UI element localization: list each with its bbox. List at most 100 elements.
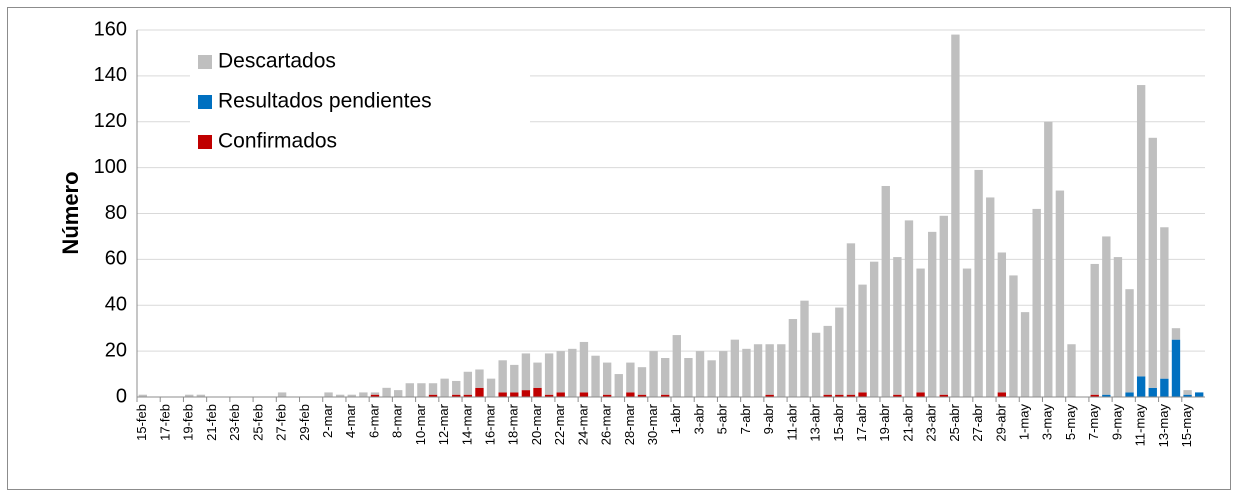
bar-segment — [835, 307, 844, 395]
bar-segment — [1009, 275, 1018, 397]
bar-segment — [196, 394, 206, 397]
bar-segment — [1020, 312, 1030, 397]
bar-segment — [765, 344, 774, 395]
x-tick-label: 4-mar — [343, 403, 358, 438]
bar-segment — [428, 394, 438, 397]
bar-segment — [579, 392, 589, 397]
bar-segment — [823, 325, 832, 395]
bar-segment — [753, 344, 763, 397]
y-tick-label: 20 — [105, 339, 127, 361]
x-tick-label: 1-abr — [668, 403, 683, 434]
bar-segment — [1136, 85, 1146, 377]
bar-segment — [568, 348, 577, 397]
bar-segment — [846, 243, 856, 395]
x-tick-label: 10-mar — [413, 403, 428, 445]
bar-segment — [939, 215, 948, 395]
x-tick-label: 23-feb — [227, 404, 242, 441]
bar-segment — [626, 362, 635, 393]
bar-segment — [370, 394, 380, 397]
bar-segment — [928, 231, 937, 397]
x-tick-label: 28-mar — [622, 403, 637, 445]
bar-segment — [858, 284, 867, 393]
x-tick-label: 15-abr — [831, 403, 846, 441]
bar-segment — [939, 394, 948, 397]
legend-label: Confirmados — [218, 130, 337, 153]
bar-segment — [1055, 190, 1065, 397]
bar-segment — [1067, 344, 1076, 397]
x-tick-label: 3-may — [1040, 404, 1055, 441]
bar-segment — [521, 353, 531, 391]
x-tick-label: 17-feb — [157, 404, 172, 441]
bar-segment — [1102, 394, 1111, 397]
bar-segment — [452, 394, 461, 397]
bar-segment — [788, 319, 798, 397]
bar-segment — [765, 394, 774, 397]
legend-swatch — [198, 135, 212, 149]
bar-segment — [452, 380, 461, 395]
x-tick-label: 27-abr — [970, 403, 985, 441]
bar-segment — [742, 348, 751, 397]
bar-segment — [591, 355, 600, 397]
bar-segment — [1195, 392, 1204, 397]
bar-segment — [185, 394, 194, 397]
bar-segment — [719, 351, 728, 397]
bar-segment — [510, 364, 519, 393]
bar-segment — [533, 362, 542, 388]
bar-segment — [544, 353, 554, 395]
x-tick-label: 20-mar — [529, 403, 544, 445]
x-tick-label: 21-feb — [204, 404, 219, 441]
bar-segment — [1125, 289, 1134, 393]
bar-segment — [277, 392, 287, 397]
bar-segment — [1125, 392, 1134, 397]
bar-segment — [962, 268, 972, 397]
y-tick-label: 40 — [105, 294, 127, 316]
bar-segment — [858, 392, 867, 397]
bar-segment — [602, 394, 612, 397]
bar-segment — [649, 351, 658, 397]
x-tick-label: 19-feb — [181, 404, 196, 441]
bar-segment — [893, 394, 902, 397]
x-tick-label: 16-mar — [483, 403, 498, 445]
bar-segment — [730, 339, 740, 397]
bar-segment — [138, 394, 147, 397]
x-tick-label: 26-mar — [599, 403, 614, 445]
bar-segment — [777, 344, 786, 397]
bar-segment — [986, 197, 995, 397]
y-tick-label: 80 — [105, 202, 127, 224]
bar-segment — [347, 394, 356, 397]
bar-segment — [1148, 387, 1157, 397]
x-tick-label: 18-mar — [506, 403, 521, 445]
legend-swatch — [198, 55, 212, 69]
x-tick-label: 13-may — [1156, 404, 1171, 448]
legend-label: Resultados pendientes — [218, 90, 432, 113]
x-tick-label: 11-may — [1133, 404, 1148, 447]
x-tick-label: 23-abr — [924, 403, 939, 441]
bar-segment — [1044, 121, 1053, 397]
bar-segment — [811, 332, 821, 397]
x-tick-label: 9-may — [1109, 404, 1124, 441]
bar-segment — [405, 383, 414, 397]
y-axis-title: Número — [58, 171, 83, 254]
bar-segment — [1160, 378, 1169, 397]
bar-segment — [324, 392, 333, 397]
bar-segment — [1171, 328, 1181, 340]
bar-segment — [626, 392, 635, 397]
bar-segment — [475, 369, 484, 388]
bar-segment — [637, 367, 647, 395]
legend-label: Descartados — [218, 50, 336, 73]
x-tick-label: 14-mar — [459, 403, 474, 445]
bar-segment — [602, 362, 612, 395]
x-tick-label: 5-may — [1063, 404, 1078, 441]
bar-segment — [556, 392, 565, 397]
bar-segment — [579, 341, 589, 393]
y-tick-label: 100 — [94, 156, 127, 178]
x-tick-label: 22-mar — [552, 403, 567, 445]
legend-background — [190, 44, 530, 162]
bar-segment — [1148, 137, 1157, 388]
x-tick-label: 12-mar — [436, 403, 451, 445]
bar-segment — [1171, 339, 1181, 397]
bar-segment — [997, 392, 1007, 397]
bar-segment — [951, 34, 960, 398]
x-tick-label: 15-may — [1179, 404, 1194, 448]
